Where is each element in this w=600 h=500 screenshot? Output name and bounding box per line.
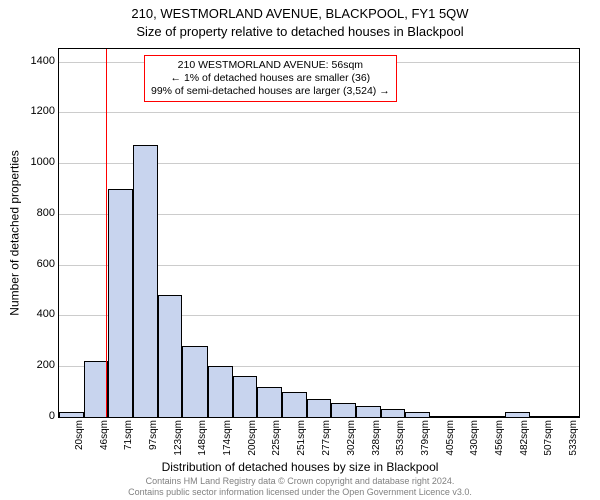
x-tick-label: 328sqm (371, 420, 382, 456)
histogram-bar (381, 409, 405, 417)
y-tick-label: 800 (15, 207, 55, 219)
x-tick-label: 379sqm (420, 420, 431, 456)
y-tick-label: 0 (15, 410, 55, 422)
x-tick-label: 148sqm (197, 420, 208, 456)
histogram-bar (456, 416, 480, 417)
x-tick-label: 456sqm (494, 420, 505, 456)
histogram-bar (307, 399, 331, 417)
x-tick-label: 507sqm (543, 420, 554, 456)
histogram-bar (59, 412, 84, 417)
y-tick-label: 1400 (15, 55, 55, 67)
chart-title-description: Size of property relative to detached ho… (0, 24, 600, 39)
histogram-bar (257, 387, 282, 417)
x-tick-label: 302sqm (346, 420, 357, 456)
histogram-bar (182, 346, 207, 417)
y-tick-label: 200 (15, 359, 55, 371)
histogram-plot-area: 210 WESTMORLAND AVENUE: 56sqm← 1% of det… (58, 48, 580, 418)
y-tick-label: 600 (15, 258, 55, 270)
histogram-bar (480, 416, 505, 417)
histogram-bar (108, 189, 133, 417)
annotation-line: 210 WESTMORLAND AVENUE: 56sqm (151, 59, 390, 72)
x-tick-label: 225sqm (271, 420, 282, 456)
x-tick-label: 97sqm (148, 420, 159, 450)
histogram-bar (233, 376, 257, 417)
x-tick-label: 482sqm (519, 420, 530, 456)
annotation-line: 99% of semi-detached houses are larger (… (151, 85, 390, 98)
chart-title-address: 210, WESTMORLAND AVENUE, BLACKPOOL, FY1 … (0, 6, 600, 21)
y-tick-label: 1000 (15, 156, 55, 168)
histogram-bar (405, 412, 430, 417)
x-tick-label: 251sqm (296, 420, 307, 456)
footer-line-1: Contains HM Land Registry data © Crown c… (0, 476, 600, 487)
y-tick-label: 1200 (15, 105, 55, 117)
y-tick-label: 400 (15, 308, 55, 320)
chart-container: 210, WESTMORLAND AVENUE, BLACKPOOL, FY1 … (0, 0, 600, 500)
x-tick-label: 46sqm (99, 420, 110, 450)
histogram-bar (282, 392, 307, 417)
x-tick-label: 71sqm (123, 420, 134, 450)
histogram-bar (554, 416, 579, 417)
property-marker-line (106, 49, 107, 417)
x-tick-label: 200sqm (247, 420, 258, 456)
histogram-bar (505, 412, 530, 417)
x-tick-label: 20sqm (74, 420, 85, 450)
x-tick-label: 353sqm (395, 420, 406, 456)
x-axis-label: Distribution of detached houses by size … (0, 460, 600, 474)
histogram-bar (430, 416, 455, 417)
annotation-box: 210 WESTMORLAND AVENUE: 56sqm← 1% of det… (144, 55, 397, 102)
gridline (59, 112, 579, 113)
x-tick-label: 405sqm (445, 420, 456, 456)
annotation-line: ← 1% of detached houses are smaller (36) (151, 72, 390, 85)
histogram-bar (356, 406, 381, 417)
x-tick-label: 123sqm (173, 420, 184, 456)
x-tick-label: 430sqm (469, 420, 480, 456)
attribution-footer: Contains HM Land Registry data © Crown c… (0, 476, 600, 498)
histogram-bar (530, 416, 554, 417)
x-tick-label: 533sqm (568, 420, 579, 456)
footer-line-2: Contains public sector information licen… (0, 487, 600, 498)
x-tick-label: 174sqm (222, 420, 233, 456)
histogram-bar (331, 403, 356, 417)
histogram-bar (133, 145, 158, 417)
histogram-bar (158, 295, 182, 417)
histogram-bar (208, 366, 233, 417)
x-tick-label: 277sqm (321, 420, 332, 456)
histogram-bar (84, 361, 108, 417)
